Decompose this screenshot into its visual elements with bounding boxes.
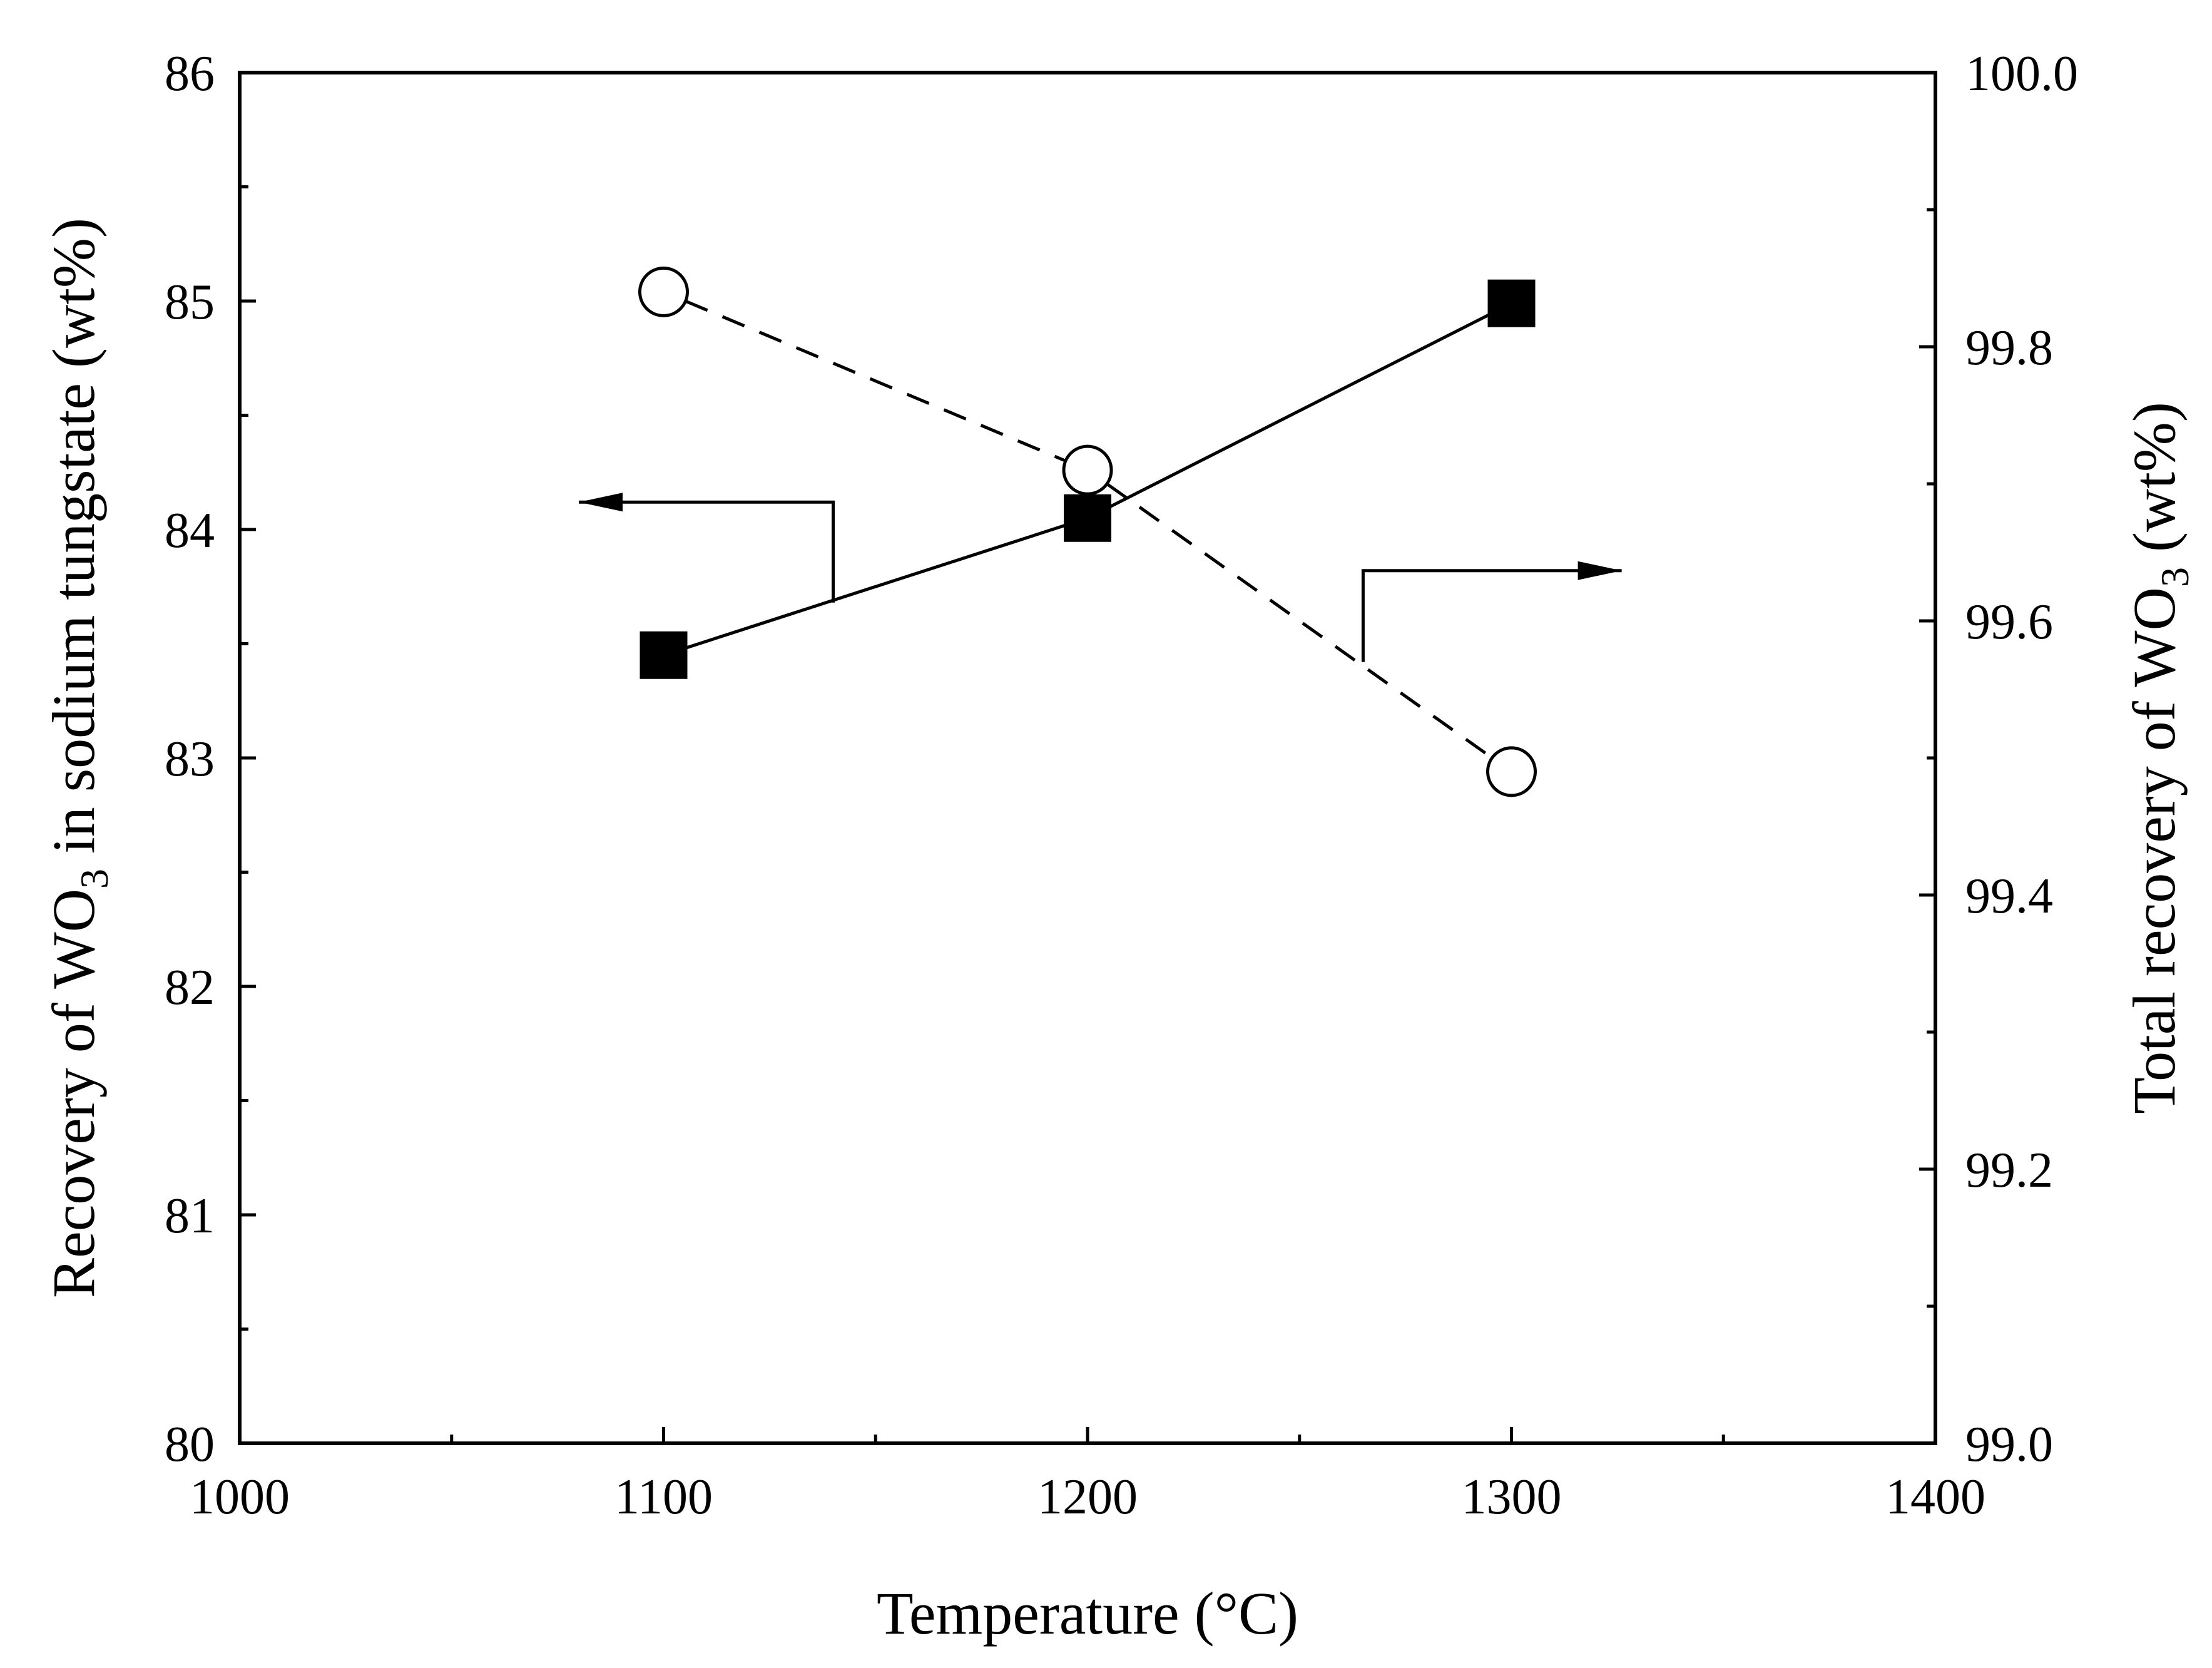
series-1-point: [1064, 494, 1111, 542]
x-axis-title: Temperature (°C): [877, 1580, 1298, 1647]
y-left-tick-label: 86: [165, 46, 215, 101]
x-tick-label: 1100: [614, 1470, 713, 1525]
y-right-title-prefix: Total recovery of WO: [2121, 587, 2188, 1114]
y-left-title-suffix: in sodium tungstate (wt%): [40, 218, 107, 869]
x-tick-label: 1000: [190, 1470, 290, 1525]
y-left-tick-label: 82: [165, 960, 215, 1015]
y-right-tick-label: 100.0: [1965, 46, 2078, 101]
y-left-tick-label: 80: [165, 1417, 215, 1472]
y-right-tick-label: 99.4: [1965, 869, 2053, 924]
x-tick-label: 1300: [1462, 1470, 1562, 1525]
y-left-title-prefix: Recovery of WO: [40, 889, 107, 1298]
y-left-tick-label: 81: [165, 1189, 215, 1244]
x-tick-label: 1400: [1885, 1470, 1985, 1525]
annotation-arrows: [579, 493, 1622, 662]
series-2-point: [638, 266, 689, 317]
series-group: [638, 266, 1537, 797]
y-left-tick-label: 83: [165, 732, 215, 787]
tick-labels: 1000 1100 1200 1300 1400 80 81 82 83 84 85 86 99.0 99…: [165, 46, 2078, 1525]
y-left-axis-title: Recovery of WO3 in sodium tungstate (wt%…: [40, 218, 116, 1298]
x-tick-label: 1200: [1037, 1470, 1138, 1525]
y-right-axis-title: Total recovery of WO3 (wt%): [2121, 402, 2197, 1114]
series-2-point: [1486, 746, 1537, 797]
series-1-point: [640, 631, 688, 679]
arrow-to-right-axis-line: [1361, 569, 1622, 662]
y-right-tick-label: 99.8: [1965, 320, 2053, 376]
arrow-to-left-axis-line: [579, 500, 835, 603]
arrow-to-left-axis-head: [579, 493, 623, 512]
y-right-tick-label: 99.0: [1965, 1417, 2053, 1472]
y-left-tick-label: 84: [165, 503, 215, 558]
plot-frame: [238, 71, 1937, 1445]
y-right-title-suffix: (wt%): [2121, 402, 2188, 567]
series-1-point: [1487, 279, 1536, 327]
y-left-tick-label: 85: [165, 275, 215, 330]
y-left-title-subscript: 3: [72, 869, 116, 889]
y-right-tick-label: 99.2: [1965, 1143, 2053, 1198]
y-right-tick-label: 99.6: [1965, 595, 2053, 650]
arrow-to-right-axis-head: [1577, 561, 1622, 580]
y-right-title-subscript: 3: [2153, 567, 2197, 587]
series-2-point: [1062, 444, 1113, 496]
series-2-line-segment: [685, 299, 1066, 463]
